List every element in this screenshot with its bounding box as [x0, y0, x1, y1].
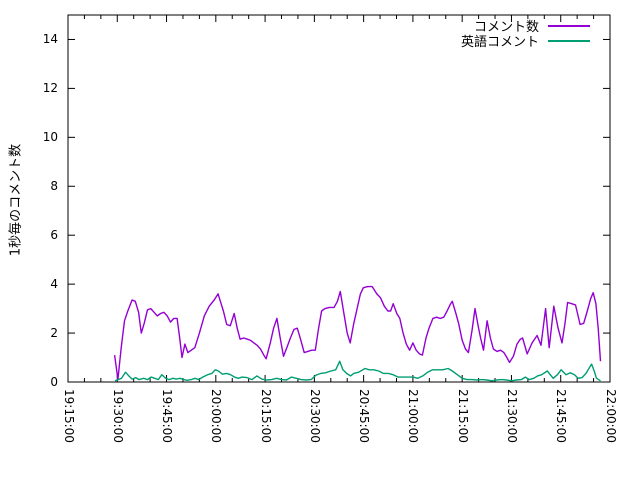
- legend-line-comments-icon: [548, 24, 590, 27]
- y-tick-label: 10: [42, 130, 58, 145]
- legend-item-english-comments: 英語コメント: [460, 33, 590, 50]
- legend-label-comments: コメント数: [473, 20, 539, 35]
- x-tick-label: 19:15:00: [61, 389, 76, 443]
- y-tick-label: 0: [50, 375, 58, 389]
- x-tick-label: 21:00:00: [406, 389, 421, 443]
- x-tick-label: 21:15:00: [455, 389, 470, 443]
- x-tick-label: 22:00:00: [603, 389, 618, 443]
- legend-line-english-comments-icon: [548, 39, 590, 42]
- x-tick-label: 20:00:00: [209, 389, 224, 443]
- x-tick-label: 20:45:00: [357, 389, 372, 443]
- x-tick-label: 19:30:00: [110, 389, 125, 443]
- x-tick-label: 21:30:00: [504, 389, 519, 443]
- x-tick-label: 21:45:00: [554, 389, 569, 443]
- legend-label-english-comments: 英語コメント: [460, 35, 539, 50]
- x-tick-label: 20:30:00: [307, 389, 322, 443]
- x-tick-label: 20:15:00: [258, 389, 273, 443]
- legend-item-comments: コメント数: [461, 18, 590, 35]
- y-tick-label: 8: [50, 179, 58, 194]
- y-tick-label: 2: [50, 326, 58, 341]
- y-tick-label: 12: [42, 81, 58, 96]
- y-tick-label: 4: [50, 277, 58, 292]
- y-tick-label: 6: [50, 228, 58, 243]
- x-tick-label: 19:45:00: [160, 389, 175, 443]
- plot-border: [67, 14, 611, 383]
- legend: コメント数 英語コメント: [460, 18, 590, 50]
- y-tick-label: 14: [42, 32, 58, 47]
- series-line-1: [114, 360, 601, 382]
- series-line-0: [113, 285, 602, 381]
